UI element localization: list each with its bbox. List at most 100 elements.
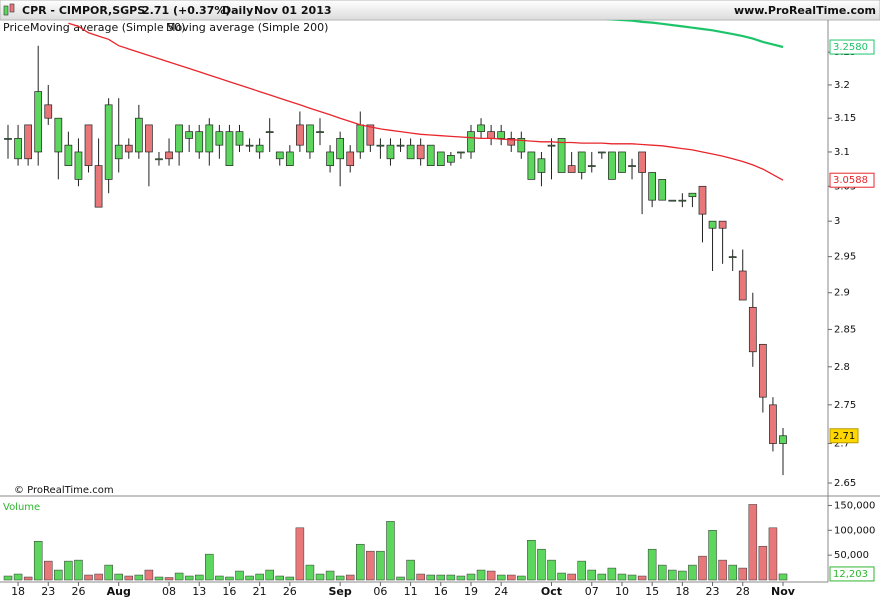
volume-bar bbox=[174, 572, 184, 581]
x-tick-label: 15 bbox=[645, 585, 659, 598]
volume-bar bbox=[436, 574, 446, 581]
volume-bar bbox=[64, 560, 73, 581]
candle-body bbox=[235, 131, 244, 146]
candle-body bbox=[336, 138, 344, 160]
last-volume-label: 12,203 bbox=[833, 569, 868, 580]
volume-bar bbox=[577, 560, 586, 581]
volume-bar bbox=[406, 559, 415, 581]
volume-bar bbox=[668, 569, 677, 581]
price-plot bbox=[4, 20, 787, 476]
candle-body bbox=[597, 151, 606, 154]
candle-body bbox=[155, 158, 163, 161]
volume-bar bbox=[3, 575, 13, 581]
candle-body bbox=[366, 124, 375, 146]
moving-average bbox=[68, 22, 784, 181]
x-tick-label: Aug bbox=[107, 585, 131, 598]
y-tick-label: 3.1 bbox=[834, 147, 850, 158]
volume-bar bbox=[325, 570, 335, 581]
volume-bar bbox=[517, 575, 526, 581]
volume-bar bbox=[315, 573, 325, 581]
volume-bar bbox=[617, 573, 627, 581]
volume-bar bbox=[607, 567, 617, 581]
volume-bar bbox=[215, 575, 224, 581]
volume-bar bbox=[184, 575, 194, 581]
x-tick-label: Oct bbox=[541, 585, 562, 598]
x-tick-label: 26 bbox=[283, 585, 297, 598]
candle-body bbox=[175, 124, 183, 153]
y-tick-label: 3.15 bbox=[834, 113, 856, 124]
candle-body bbox=[326, 151, 334, 166]
candle-body bbox=[24, 124, 32, 160]
candle-body bbox=[497, 131, 506, 139]
volume-bar bbox=[164, 577, 174, 581]
y-tick-label: 3.2 bbox=[834, 80, 850, 91]
candle-body bbox=[487, 131, 495, 139]
volume-bar bbox=[738, 567, 747, 581]
volume-bar bbox=[426, 574, 435, 581]
legend-price: Price bbox=[3, 21, 30, 34]
volume-bar bbox=[235, 570, 244, 581]
candle-body bbox=[608, 151, 616, 180]
y-tick-label: 3 bbox=[834, 216, 840, 227]
x-tick-label: 08 bbox=[162, 585, 176, 598]
volume-bar bbox=[557, 572, 566, 581]
candle-body bbox=[416, 144, 425, 160]
quote: 2.71 (+0.37%) bbox=[142, 4, 230, 17]
x-tick-label: 10 bbox=[615, 585, 629, 598]
volume-bar bbox=[506, 574, 516, 581]
volume-bar bbox=[305, 564, 315, 581]
volume-bar bbox=[547, 559, 556, 581]
volume-bar bbox=[124, 575, 134, 581]
volume-bar bbox=[466, 573, 476, 581]
candle-body bbox=[648, 172, 657, 201]
y-tick-label: 2.7 bbox=[834, 439, 850, 450]
volume-bar bbox=[44, 560, 53, 581]
candle-body bbox=[114, 144, 123, 160]
volume-bar bbox=[496, 574, 506, 581]
candle-body bbox=[628, 165, 636, 167]
x-tick-label: 21 bbox=[253, 585, 267, 598]
volume-bar bbox=[33, 540, 43, 581]
candle-body bbox=[447, 155, 455, 163]
volume-bar bbox=[84, 574, 93, 581]
volume-bar bbox=[154, 576, 164, 581]
logo-candle bbox=[9, 3, 15, 13]
candle-body bbox=[64, 144, 73, 166]
candle-body bbox=[356, 124, 365, 153]
candle-body bbox=[74, 151, 83, 180]
candle-body bbox=[567, 165, 576, 173]
candle-body bbox=[728, 256, 737, 259]
candle-body bbox=[245, 144, 254, 147]
period: Daily bbox=[222, 4, 253, 17]
volume-bar bbox=[587, 569, 597, 581]
candle-body bbox=[426, 144, 435, 166]
volume-bar bbox=[74, 559, 83, 581]
last-price-label: 2.71 bbox=[833, 431, 855, 442]
moving-average bbox=[604, 20, 784, 49]
candle-body bbox=[718, 220, 727, 229]
volume-bar bbox=[194, 574, 204, 581]
y-tick-label: 2.9 bbox=[834, 288, 850, 299]
candle-body bbox=[769, 404, 777, 444]
volume-bar bbox=[698, 555, 707, 581]
candle-body bbox=[668, 199, 677, 202]
candle-body bbox=[537, 158, 546, 173]
candle-body bbox=[738, 270, 747, 301]
volume-bar bbox=[627, 574, 637, 581]
volume-bar bbox=[356, 543, 365, 581]
y-tick-label: 50,000 bbox=[834, 550, 869, 561]
volume-bar bbox=[708, 530, 717, 581]
volume-bar bbox=[265, 569, 274, 581]
volume-bar bbox=[758, 545, 768, 581]
x-tick-label: 06 bbox=[373, 585, 387, 598]
candle-body bbox=[306, 124, 314, 153]
volume-bar bbox=[54, 569, 63, 581]
candle-body bbox=[386, 144, 395, 160]
volume-bar bbox=[225, 576, 234, 581]
candle-body bbox=[638, 151, 646, 173]
volume-bar bbox=[345, 574, 355, 581]
candle-body bbox=[708, 220, 717, 229]
candle-body bbox=[759, 343, 767, 398]
